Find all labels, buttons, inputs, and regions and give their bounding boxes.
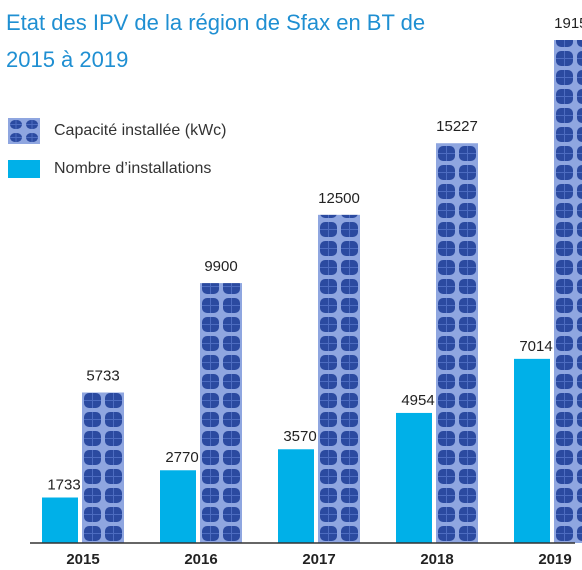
legend-label: Capacité installée (kWc) (54, 122, 227, 139)
bar (396, 413, 432, 543)
x-tick-label: 2015 (66, 551, 99, 568)
value-label: 2770 (165, 449, 198, 466)
value-label: 19159 (554, 15, 582, 32)
value-label: 12500 (318, 190, 360, 207)
legend-swatch (8, 118, 40, 144)
value-label: 9900 (204, 258, 237, 275)
value-label: 4954 (401, 392, 434, 409)
x-tick-label: 2017 (302, 551, 335, 568)
value-label: 5733 (86, 367, 119, 384)
value-label: 3570 (283, 428, 316, 445)
bar (200, 283, 242, 543)
x-tick-label: 2018 (420, 551, 453, 568)
bar (42, 498, 78, 543)
bar (554, 40, 582, 543)
plot: Capacité installée (kWc) Nombre d’install… (0, 0, 582, 570)
x-tick-label: 2016 (184, 551, 217, 568)
x-tick-label: 2019 (538, 551, 571, 568)
value-label: 1733 (47, 476, 80, 493)
value-label: 7014 (519, 338, 552, 355)
chart: Capacité installée (kWc) Nombre d’install… (0, 0, 582, 570)
legend-label: Nombre d’installations (54, 160, 211, 177)
bar (436, 143, 478, 543)
bar (514, 359, 550, 543)
bar (318, 215, 360, 543)
bar (160, 470, 196, 543)
legend-swatch (8, 160, 40, 178)
chart-title: Etat des IPV de la région de Sfax en BT … (6, 4, 446, 78)
value-label: 15227 (436, 118, 478, 135)
bar (82, 392, 124, 543)
bar (278, 449, 314, 543)
